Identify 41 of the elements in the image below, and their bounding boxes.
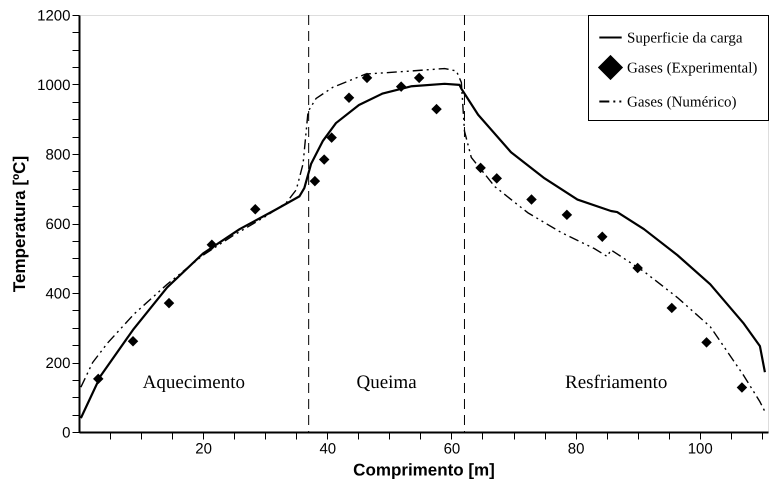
- y-tick-label: 1200: [37, 8, 70, 24]
- x-tick-label: 20: [195, 440, 212, 458]
- legend-label: Gases (Numérico): [627, 94, 737, 110]
- point: [736, 382, 748, 393]
- annotation: Queima: [356, 372, 418, 393]
- point: [526, 194, 537, 205]
- point: [701, 337, 712, 348]
- y-axis-title: Temperatura [ºC]: [10, 156, 30, 292]
- y-tick-label: 1000: [37, 77, 70, 94]
- x-tick-label: 80: [568, 440, 584, 458]
- y-tick-label: 200: [45, 355, 70, 372]
- point: [206, 239, 218, 250]
- point: [310, 176, 320, 186]
- x-tick-label: 100: [688, 440, 713, 458]
- point: [93, 374, 104, 384]
- legend-label: Gases (Experimental): [627, 60, 758, 76]
- point: [597, 231, 608, 242]
- x-tick-label: 60: [444, 440, 460, 458]
- x-tick-label: 40: [319, 440, 336, 458]
- point: [396, 81, 406, 92]
- point: [250, 204, 261, 214]
- legend-label: Superficie da carga: [627, 30, 743, 46]
- point: [326, 132, 337, 143]
- point: [318, 154, 330, 165]
- point: [362, 72, 372, 84]
- point: [344, 92, 354, 103]
- point: [666, 302, 678, 314]
- point: [492, 173, 502, 184]
- point: [475, 162, 486, 174]
- x-axis-title: Comprimento [m]: [353, 460, 495, 480]
- point: [164, 298, 174, 308]
- y-tick-label: 400: [45, 286, 70, 302]
- point: [414, 72, 424, 84]
- point: [128, 336, 138, 347]
- point: [562, 210, 572, 220]
- y-tick-label: 0: [62, 424, 70, 442]
- y-tick-label: 800: [45, 146, 70, 164]
- y-tick-label: 600: [45, 216, 70, 233]
- annotation: Aquecimento: [142, 372, 246, 393]
- point: [431, 104, 442, 114]
- annotation: Resfriamento: [565, 372, 668, 393]
